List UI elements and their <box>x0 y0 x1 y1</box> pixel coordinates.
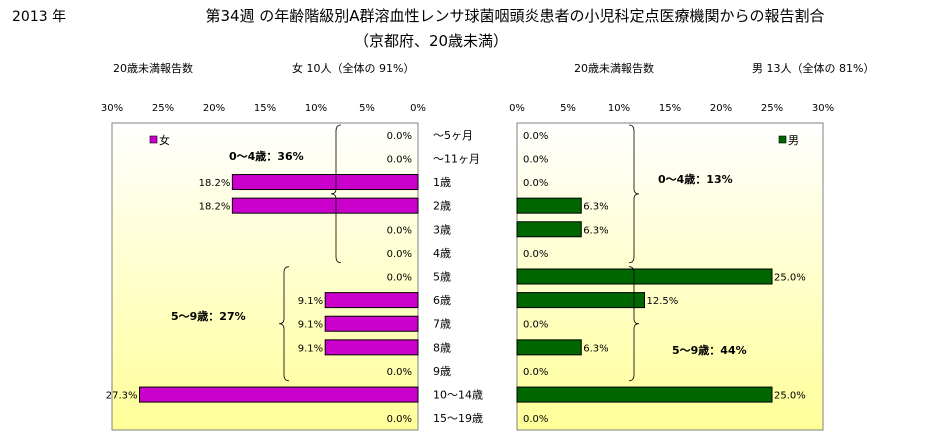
annotation-brace <box>330 124 342 264</box>
data-label: 0.0% <box>387 225 412 236</box>
bar <box>516 386 773 403</box>
x-tick-label: 25% <box>152 103 174 114</box>
bar <box>324 292 419 309</box>
annotation-label: 5～9歳：27% <box>171 309 246 323</box>
x-tick-label: 5% <box>359 103 375 114</box>
bar <box>516 221 582 238</box>
plot-area <box>111 122 419 431</box>
bar <box>516 268 773 285</box>
x-tick-label: 20% <box>710 103 732 114</box>
x-tick-label: 25% <box>761 103 783 114</box>
bar <box>324 315 419 332</box>
age-category-label: 15～19歳 <box>433 412 483 425</box>
annotation-label: 5～9歳：44% <box>672 343 747 357</box>
data-label: 27.3% <box>106 391 138 402</box>
age-category-label: ～11ヶ月 <box>433 152 480 165</box>
x-tick-label: 30% <box>812 103 834 114</box>
bar <box>139 386 419 403</box>
female-caption-left: 20歳未満報告数 <box>113 62 193 75</box>
chart-title: 第34週 の年齢階級別A群溶血性レンサ球菌咽頭炎患者の小児科定点医療機関からの報… <box>205 7 824 25</box>
age-category-label: 4歳 <box>433 247 451 260</box>
legend-swatch <box>778 135 787 144</box>
data-label: 0.0% <box>523 320 548 331</box>
annotation-brace <box>628 266 640 382</box>
data-label: 25.0% <box>774 273 806 284</box>
x-tick-label: 30% <box>101 103 123 114</box>
data-label: 0.0% <box>523 414 548 425</box>
legend-label: 女 <box>159 133 170 147</box>
x-tick-label: 20% <box>203 103 225 114</box>
data-label: 0.0% <box>387 154 412 165</box>
x-tick-label: 10% <box>608 103 630 114</box>
age-category-label: 10～14歳 <box>433 389 483 402</box>
age-category-labels: ～5ヶ月 ～11ヶ月 1歳 2歳 3歳 4歳 5歳 6歳 7歳 8歳 9歳 10～14歳 15～19歳 <box>433 129 483 425</box>
bar <box>231 197 419 214</box>
data-label: 9.1% <box>298 320 323 331</box>
data-label: 0.0% <box>387 131 412 142</box>
data-label: 9.1% <box>298 296 323 307</box>
data-label: 18.2% <box>199 178 231 189</box>
year-label: 2013 年 <box>12 9 66 25</box>
x-tick-label: 10% <box>305 103 327 114</box>
data-label: 25.0% <box>774 391 806 402</box>
age-category-label: 5歳 <box>433 271 451 284</box>
data-label: 0.0% <box>523 249 548 260</box>
data-label: 6.3% <box>583 343 608 354</box>
annotation-label: 0～4歳：36% <box>229 149 304 163</box>
age-category-label: 9歳 <box>433 365 451 378</box>
bar <box>516 339 582 356</box>
female-caption-right: 女 10人（全体の 91%） <box>292 61 414 75</box>
x-tick-label: 15% <box>659 103 681 114</box>
age-category-label: 1歳 <box>433 176 451 189</box>
data-label: 18.2% <box>199 202 231 213</box>
age-category-label: 6歳 <box>433 294 451 307</box>
male-chart: 0% 5% 10% 15% 20% 25% 30% 男 0.0% 0.0% 0.0% 6.3% 6.3%… <box>509 103 834 431</box>
annotation-brace <box>278 266 290 382</box>
data-label: 0.0% <box>387 414 412 425</box>
x-tick-label: 15% <box>254 103 276 114</box>
age-category-label: 7歳 <box>433 318 451 331</box>
data-label: 9.1% <box>298 343 323 354</box>
data-label: 6.3% <box>583 225 608 236</box>
bar <box>516 292 645 309</box>
data-label: 12.5% <box>647 296 679 307</box>
data-label: 0.0% <box>523 154 548 165</box>
data-label: 0.0% <box>387 367 412 378</box>
data-label: 0.0% <box>523 131 548 142</box>
bar <box>516 197 582 214</box>
legend-swatch <box>149 135 158 144</box>
male-caption-left: 20歳未満報告数 <box>574 62 654 75</box>
age-category-label: 2歳 <box>433 200 451 213</box>
x-tick-label: 5% <box>560 103 576 114</box>
x-tick-label: 0% <box>509 103 525 114</box>
data-label: 0.0% <box>523 178 548 189</box>
male-caption-right: 男 13人（全体の 81%） <box>752 61 874 75</box>
data-label: 0.0% <box>387 273 412 284</box>
female-chart: 30% 25% 20% 15% 10% 5% 0% 女 0.0% 0.0% 18.2% 18.2% 0.… <box>101 103 426 431</box>
age-category-label: 8歳 <box>433 341 451 354</box>
data-label: 6.3% <box>583 202 608 213</box>
age-category-label: 3歳 <box>433 223 451 236</box>
data-label: 0.0% <box>523 367 548 378</box>
legend-label: 男 <box>788 134 799 147</box>
age-category-label: ～5ヶ月 <box>433 129 473 142</box>
data-label: 0.0% <box>387 249 412 260</box>
bar <box>231 174 419 191</box>
annotation-brace <box>628 124 640 264</box>
annotation-label: 0～4歳：13% <box>658 172 733 186</box>
chart-subtitle: （京都府、20歳未満） <box>354 32 508 50</box>
x-tick-label: 0% <box>410 103 426 114</box>
bar <box>324 339 419 356</box>
